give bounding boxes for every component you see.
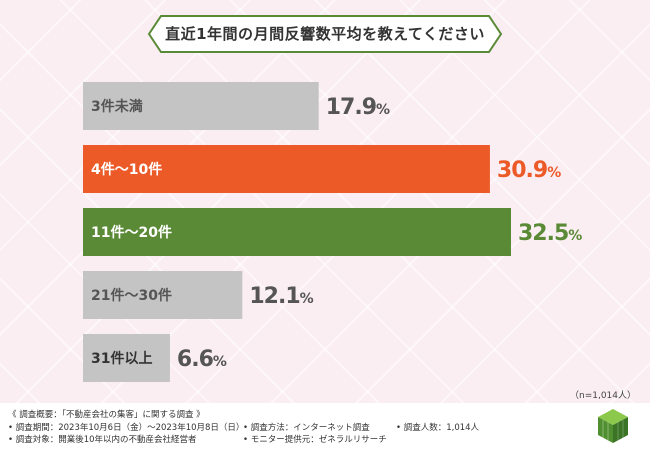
category-label-4: 21件～30件 <box>91 287 172 304</box>
value-label-3: 32.5% <box>518 221 582 246</box>
bar-2 <box>83 145 490 193</box>
value-label-4: 12.1% <box>249 284 313 309</box>
value-label-2: 30.9% <box>497 158 561 183</box>
category-label-3: 11件～20件 <box>91 224 172 241</box>
category-label-1: 3件未満 <box>91 98 143 115</box>
bar-chart: 3件未満 17.9% 4件～10件 30.9% 11件～20件 32.5% 21件～30件 1… <box>83 82 582 382</box>
bar-1 <box>83 82 319 130</box>
title-banner-frame <box>147 15 503 53</box>
survey-provider: • モニター提供元：ゼネラルリサーチ <box>243 435 387 445</box>
chart-title: 直近1年間の月間反響数平均を教えてください <box>165 25 485 43</box>
value-label-5: 6.6% <box>177 347 227 372</box>
category-label-5: 31件以上 <box>91 350 152 367</box>
title-banner: 直近1年間の月間反響数平均を教えてください <box>147 14 503 54</box>
bar-3 <box>83 208 511 256</box>
green-cube-logo-icon <box>598 409 628 443</box>
survey-target: • 調査対象：開業後10年以内の不動産会社経営者 <box>8 435 197 445</box>
survey-period: • 調査期間：2023年10月6日（金）～2023年10月8日（日） <box>8 423 245 433</box>
survey-count: • 調査人数：1,014人 <box>396 423 480 433</box>
survey-overview: 《 調査概要：「不動産会社の集客」に関する調査 》 <box>8 410 205 420</box>
sample-size-note: （n=1,014人） <box>569 391 636 401</box>
survey-method: • 調査方法：インターネット調査 <box>243 423 370 433</box>
survey-footer: 《 調査概要：「不動産会社の集客」に関する調査 》 • 調査期間：2023年10… <box>0 403 650 450</box>
bar-5 <box>83 334 170 382</box>
category-label-2: 4件～10件 <box>91 161 162 178</box>
bar-4 <box>83 271 243 319</box>
value-label-1: 17.9% <box>326 95 390 120</box>
